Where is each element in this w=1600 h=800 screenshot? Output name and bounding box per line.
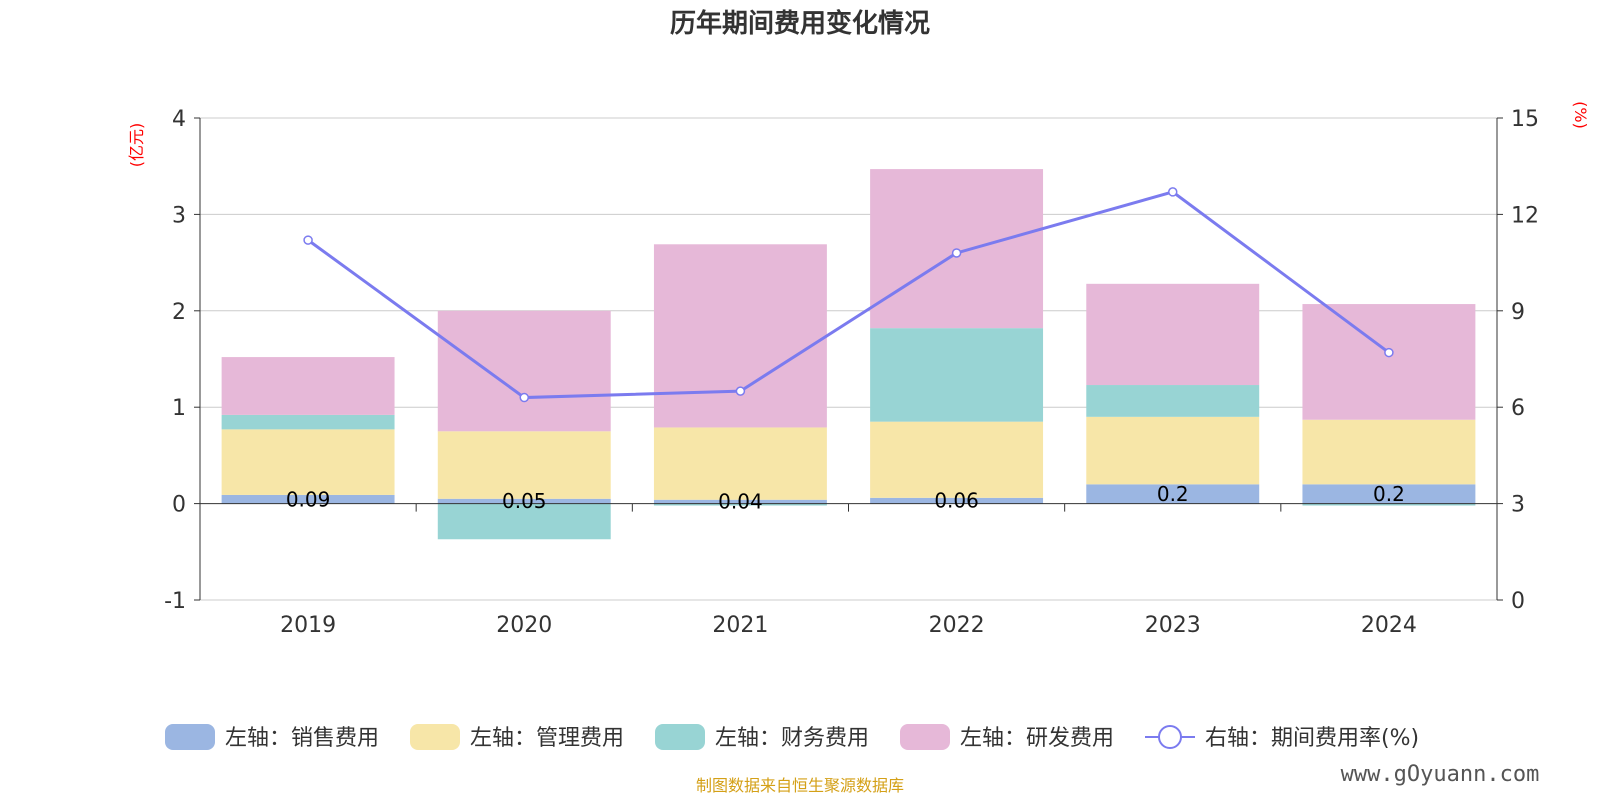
legend-label: 左轴：管理费用	[470, 726, 624, 751]
bar-segment	[221, 429, 395, 495]
x-category-label: 2022	[929, 613, 985, 638]
right-tick-label: 6	[1511, 396, 1525, 421]
bar-segment	[221, 357, 395, 415]
rate-point	[303, 235, 313, 245]
right-tick-label: 0	[1511, 589, 1525, 614]
legend-label: 右轴：期间费用率(%)	[1205, 726, 1419, 751]
legend-swatch	[165, 724, 215, 750]
bar-segment	[1302, 304, 1476, 420]
bar-segment	[1086, 416, 1260, 485]
chart-title: 历年期间费用变化情况	[670, 8, 930, 39]
x-category-label: 2019	[280, 613, 336, 638]
bar-segment	[870, 497, 1044, 504]
left-tick-label: 3	[172, 203, 186, 228]
bar-segment	[1086, 283, 1260, 386]
bar-segment	[437, 503, 611, 540]
left-tick-label: 1	[172, 396, 186, 421]
bar-segment	[1302, 419, 1476, 485]
rate-point	[1384, 347, 1394, 358]
bar-segment	[653, 503, 827, 506]
x-category-label: 2024	[1361, 613, 1417, 638]
bar-segment	[1086, 385, 1260, 417]
x-category-label: 2021	[712, 613, 768, 638]
data-label: 0.05	[502, 489, 547, 513]
expense-rate-line	[303, 187, 1394, 403]
source-note: 制图数据来自恒生聚源数据库	[696, 776, 904, 795]
legend-label: 左轴：销售费用	[225, 726, 379, 751]
rate-point	[1168, 187, 1178, 197]
data-label: 0.2	[1157, 482, 1189, 506]
bar-segment	[221, 414, 395, 430]
bar-segment	[653, 427, 827, 500]
rate-point	[735, 386, 746, 396]
bar-segment	[653, 499, 827, 504]
right-tick-label: 12	[1511, 203, 1539, 228]
legend-label: 左轴：研发费用	[960, 726, 1114, 751]
right-tick-label: 15	[1511, 107, 1539, 132]
bar-segment	[653, 244, 827, 428]
data-label: 0.06	[934, 489, 979, 513]
gridlines	[200, 117, 1497, 601]
bar-segment	[437, 498, 611, 504]
legend-swatch	[655, 724, 705, 750]
bar-segment	[870, 328, 1044, 422]
bar-segment	[870, 421, 1044, 498]
legend-label: 左轴：财务费用	[715, 726, 869, 751]
left-tick-label: 4	[172, 107, 186, 132]
right-tick-label: 9	[1511, 300, 1525, 325]
rate-point	[951, 248, 962, 258]
rate-point	[519, 392, 529, 403]
bar-segment	[221, 494, 395, 504]
bar-segment	[1302, 484, 1476, 504]
watermark: www.gOyuann.com	[1341, 762, 1540, 787]
rate-line-path	[307, 190, 1390, 400]
left-tick-label: 2	[172, 300, 186, 325]
data-labels: 0.09 0.05 0.04 0.06 0.2 0.2	[286, 482, 1405, 514]
bar-segment	[437, 310, 611, 432]
data-label: 0.04	[718, 490, 763, 514]
data-label: 0.2	[1373, 482, 1405, 506]
left-axis-unit: (亿元)	[127, 123, 146, 168]
bar-segment	[1086, 484, 1260, 504]
legend-swatch	[900, 724, 950, 750]
data-label: 0.09	[286, 487, 331, 511]
right-axis-unit: (%)	[1571, 101, 1590, 129]
bars	[221, 169, 1476, 540]
left-tick-label: -1	[164, 589, 186, 614]
bar-segment	[1302, 503, 1476, 506]
x-category-label: 2020	[496, 613, 552, 638]
legend: 左轴：销售费用 左轴：管理费用 左轴：财务费用 左轴：研发费用 右轴：期间费用率(%)	[165, 724, 1419, 751]
bar-segment	[437, 431, 611, 499]
legend-swatch	[410, 724, 460, 750]
right-tick-label: 3	[1511, 493, 1525, 518]
legend-marker	[1158, 725, 1182, 749]
x-category-label: 2023	[1145, 613, 1201, 638]
left-tick-label: 0	[172, 493, 186, 518]
